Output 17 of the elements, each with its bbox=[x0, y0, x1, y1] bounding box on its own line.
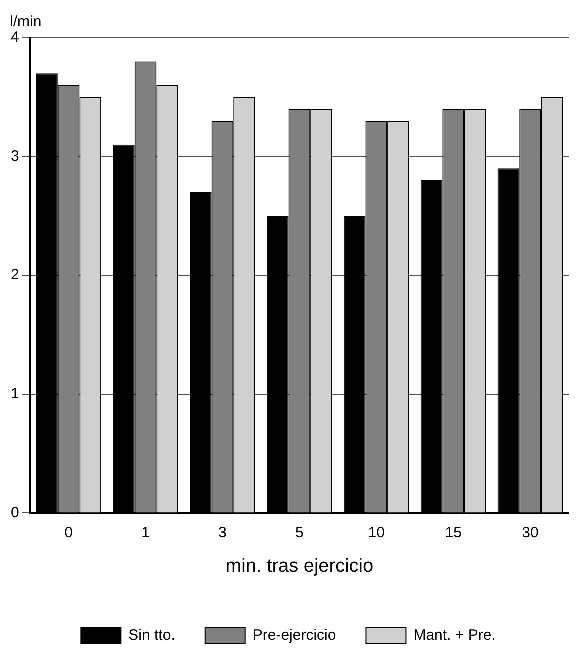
y-tick-label: 3 bbox=[11, 148, 20, 165]
x-tick-label: 1 bbox=[142, 524, 150, 542]
legend-label: Mant. + Pre. bbox=[414, 627, 496, 644]
y-tick-label: 2 bbox=[11, 266, 20, 284]
y-axis-title: l/min bbox=[10, 14, 42, 31]
x-tick-label: 5 bbox=[296, 524, 304, 542]
x-tick-label: 3 bbox=[218, 524, 227, 542]
x-tick-label: 10 bbox=[368, 524, 385, 542]
legend-label: Pre-ejercicio bbox=[252, 627, 336, 644]
y-tick-label: 1 bbox=[11, 386, 20, 403]
legend-label: Sin tto. bbox=[128, 627, 176, 644]
x-tick-label: 15 bbox=[445, 524, 462, 542]
x-tick-label: 30 bbox=[522, 524, 539, 542]
x-axis-title: min. tras ejercicio bbox=[226, 556, 374, 577]
y-tick-label: 0 bbox=[11, 504, 20, 522]
y-tick-label: 4 bbox=[11, 29, 20, 46]
x-tick-label: 0 bbox=[64, 524, 73, 542]
